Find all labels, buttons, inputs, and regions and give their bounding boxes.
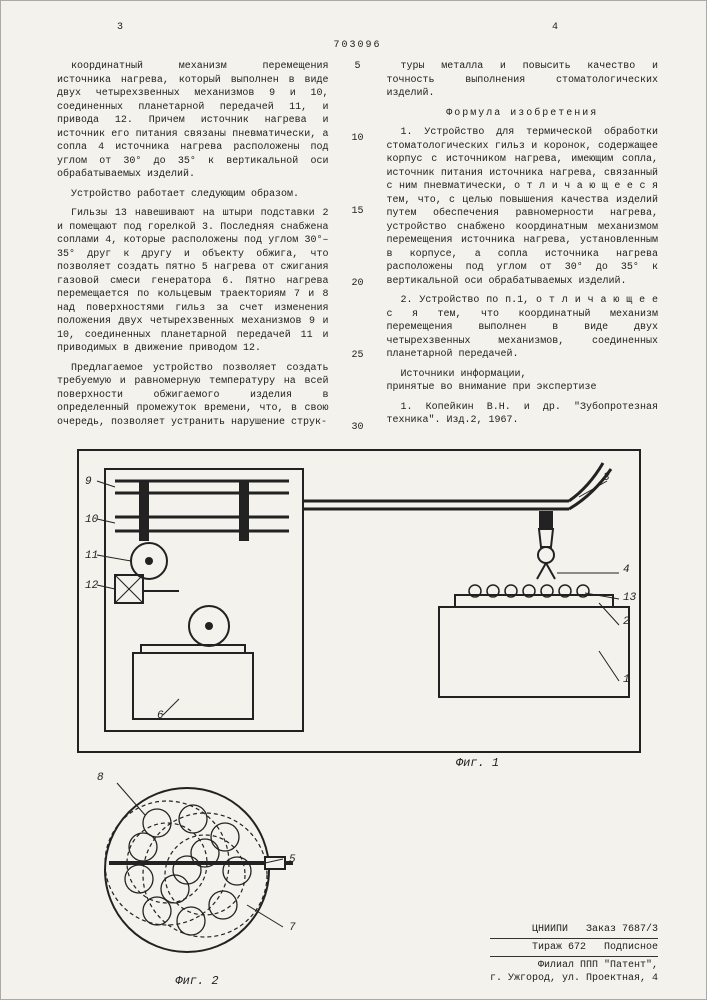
footer-addr-2: г. Ужгород, ул. Проектная, 4 (490, 972, 658, 985)
figure-1: 9 10 11 12 6 3 4 13 2 1 (77, 449, 641, 753)
callout-6: 6 (157, 709, 164, 724)
footer-line-1: ЦНИИПИ Заказ 7687/3 (490, 923, 658, 936)
para-4: Предлагаемое устройство позволяет создат… (57, 362, 329, 430)
sources-title: Источники информации, (387, 368, 659, 382)
footer-line-2: Тираж 672 Подписное (490, 941, 658, 954)
para-3: Гильзы 13 навешивают на штыри подставки … (57, 207, 329, 356)
figures-block: 9 10 11 12 6 3 4 13 2 1 Фиг. 1 (57, 449, 658, 989)
right-column: туры металла и повысить качество и точно… (387, 60, 659, 435)
lineno: 25 (349, 349, 367, 363)
page-num-right: 4 (552, 21, 558, 35)
callout-13: 13 (623, 591, 636, 606)
figure-2-wrap: 8 5 7 (57, 775, 277, 971)
footer-addr-1: Филиал ППП "Патент", (490, 959, 658, 972)
figure-2-label: Фиг. 2 (87, 973, 307, 989)
callout-1: 1 (623, 673, 630, 688)
para-1: координатный механизм перемещения источн… (57, 60, 329, 182)
para-r1: туры металла и повысить качество и точно… (387, 60, 659, 101)
callout-11: 11 (85, 549, 98, 564)
line-number-gutter: 5 10 15 20 25 30 (349, 60, 367, 435)
lineno: 15 (349, 205, 367, 219)
lineno: 30 (349, 421, 367, 435)
claim-2: 2. Устройство по п.1, о т л и ч а ю щ е … (387, 294, 659, 362)
source-1: 1. Копейкин В.Н. и др. "Зубопротезная те… (387, 401, 659, 428)
imprint-footer: ЦНИИПИ Заказ 7687/3 Тираж 672 Подписное … (490, 923, 658, 985)
callout-3: 3 (603, 471, 610, 486)
figure-1-svg (79, 451, 639, 751)
header-page-numbers: 3 4 (57, 21, 658, 35)
page-num-left: 3 (117, 21, 123, 35)
para-2: Устройство работает следующим образом. (57, 188, 329, 202)
callout-5: 5 (289, 853, 296, 868)
figure-1-label: Фиг. 1 (297, 755, 658, 771)
patent-number: 703096 (57, 39, 658, 53)
callout-4: 4 (623, 563, 630, 578)
callout-7: 7 (289, 921, 296, 936)
figure-2-svg (97, 775, 297, 965)
sources-sub: принятые во внимание при экспертизе (387, 381, 659, 395)
callout-9: 9 (85, 475, 92, 490)
claim-1: 1. Устройство для термической обработки … (387, 126, 659, 288)
left-column: координатный механизм перемещения источн… (57, 60, 329, 435)
callout-2: 2 (623, 615, 630, 630)
formula-title: Формула изобретения (387, 107, 659, 121)
footer-rule-2 (490, 956, 658, 957)
lineno: 10 (349, 132, 367, 146)
lineno: 5 (349, 60, 367, 74)
callout-12: 12 (85, 579, 98, 594)
patent-page: 3 4 703096 координатный механизм перемещ… (0, 0, 707, 1000)
callout-10: 10 (85, 513, 98, 528)
lineno: 20 (349, 277, 367, 291)
text-columns: координатный механизм перемещения источн… (57, 60, 658, 435)
footer-rule-1 (490, 938, 658, 939)
callout-8: 8 (97, 771, 104, 786)
